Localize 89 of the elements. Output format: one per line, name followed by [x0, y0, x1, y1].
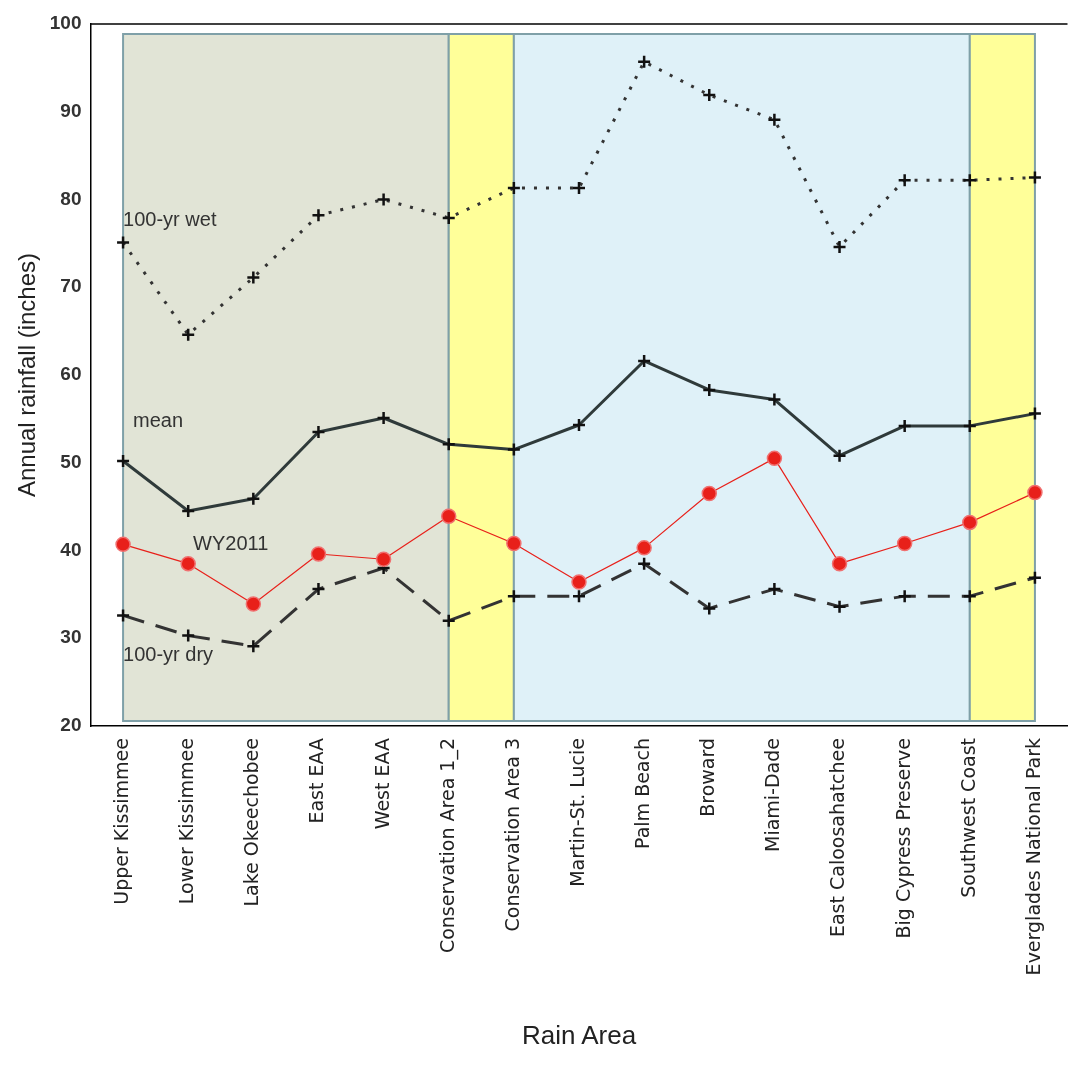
- point: [115, 235, 131, 250]
- point: [441, 210, 456, 226]
- x-tick-label: Miami-Dade: [761, 738, 784, 852]
- point: [636, 556, 652, 571]
- point: [896, 535, 913, 552]
- x-tick-label: Conservation Area 1_2: [435, 738, 459, 954]
- series-label: mean: [133, 408, 184, 431]
- point: [571, 180, 587, 196]
- point: [897, 588, 912, 604]
- x-tick-label: Southwest Coast: [956, 738, 979, 898]
- point: [1027, 484, 1043, 501]
- x-axis-title: Rain Area: [521, 1019, 637, 1050]
- point: [246, 491, 261, 506]
- point: [702, 382, 717, 398]
- point: [831, 555, 848, 572]
- point: [897, 418, 912, 434]
- point: [962, 418, 978, 434]
- point: [311, 424, 326, 440]
- series-label: WY2011: [193, 531, 269, 554]
- x-tick-label: Upper Kissimmee: [110, 738, 132, 905]
- x-tick-label: Conservation Area 3: [500, 738, 523, 932]
- point: [767, 581, 782, 597]
- point: [246, 270, 261, 285]
- point: [701, 485, 718, 502]
- point: [832, 239, 847, 255]
- point: [636, 353, 652, 369]
- point: [506, 588, 522, 604]
- point: [376, 410, 391, 426]
- point: [897, 172, 912, 188]
- y-tick-label: 90: [60, 99, 82, 121]
- point: [311, 208, 326, 223]
- point: [375, 551, 392, 568]
- x-tick-label: Palm Beach: [631, 738, 654, 849]
- y-tick-label: 100: [49, 12, 82, 34]
- point: [310, 546, 327, 562]
- point: [767, 112, 782, 127]
- y-axis-title: Annual rainfall (inches): [13, 252, 41, 498]
- point: [636, 540, 652, 556]
- point: [246, 638, 261, 654]
- series-label: 100-yr wet: [123, 208, 217, 231]
- point: [636, 54, 652, 69]
- y-tick-label: 30: [60, 626, 82, 648]
- point: [441, 437, 456, 452]
- y-tick-label: 50: [60, 450, 82, 472]
- x-tick-label: Lower Kissimmee: [175, 738, 198, 905]
- x-tick-label: Martin-St. Lucie: [565, 738, 588, 887]
- x-tick-label: East EAA: [305, 738, 328, 824]
- point: [571, 417, 587, 433]
- point: [832, 448, 847, 463]
- point: [766, 450, 783, 467]
- point: [506, 180, 522, 196]
- y-tick-label: 20: [60, 714, 82, 736]
- x-tick-label: East Caloosahatchee: [826, 738, 849, 938]
- point: [311, 581, 326, 597]
- point: [702, 87, 717, 103]
- x-tick-label: Broward: [696, 738, 719, 817]
- point: [702, 601, 717, 616]
- x-tick-label: Lake Okeechobee: [240, 738, 263, 907]
- point: [180, 503, 196, 519]
- point: [441, 613, 456, 628]
- x-tick-label: Big Cypress Preserve: [891, 738, 914, 939]
- point: [506, 442, 522, 457]
- point: [115, 536, 131, 553]
- point: [376, 192, 391, 207]
- point: [962, 172, 978, 188]
- point: [440, 508, 457, 525]
- point: [832, 599, 847, 614]
- point: [962, 514, 978, 531]
- point: [1027, 406, 1043, 421]
- point: [767, 392, 782, 407]
- point: [571, 574, 587, 590]
- y-tick-label: 60: [60, 363, 82, 385]
- point: [180, 327, 196, 342]
- y-tick-label: 40: [60, 538, 82, 560]
- point: [1027, 570, 1043, 585]
- y-tick-label: 80: [60, 187, 82, 209]
- series-label: 100-yr dry: [123, 642, 214, 665]
- x-tick-label: Everglades National Park: [1021, 738, 1044, 976]
- x-tick-label: West EAA: [370, 738, 393, 830]
- point: [115, 453, 131, 469]
- point: [571, 588, 587, 604]
- point: [115, 608, 131, 623]
- point: [506, 535, 522, 552]
- point: [180, 628, 196, 643]
- y-tick-label: 70: [60, 275, 82, 297]
- point: [962, 588, 978, 604]
- point: [1027, 170, 1043, 185]
- point: [180, 555, 196, 572]
- point: [245, 596, 262, 612]
